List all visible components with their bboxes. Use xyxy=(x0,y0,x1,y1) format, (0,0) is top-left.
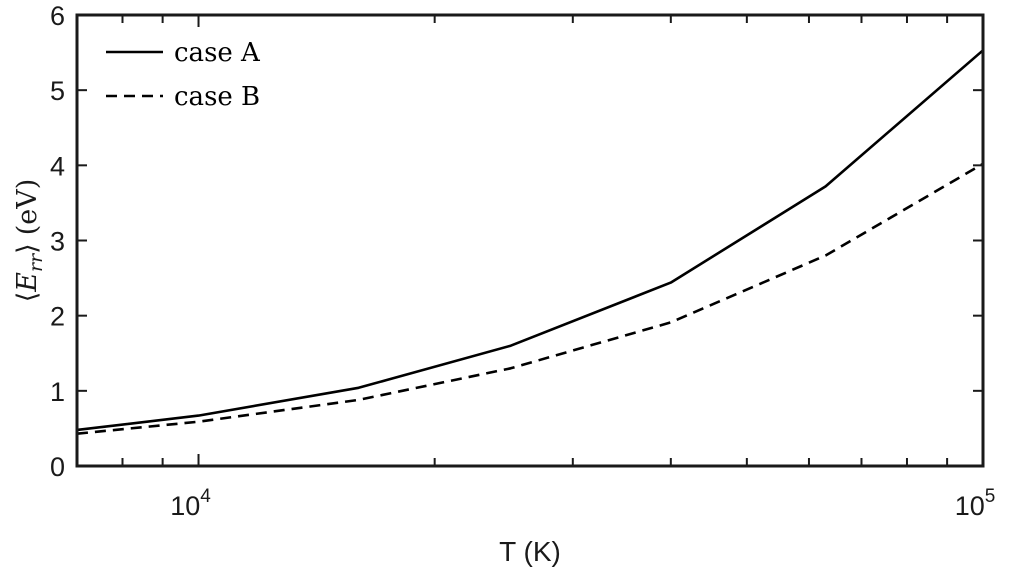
y-axis-label-unit: (eV) xyxy=(12,179,43,236)
y-axis-label: ⟨Err⟩ (eV) xyxy=(12,179,47,303)
x-tick-label-base: 10 xyxy=(955,491,985,521)
legend: case A case B xyxy=(106,38,261,112)
x-tick-label-exponent: 5 xyxy=(985,486,996,507)
y-axis-label-close: ⟩ xyxy=(12,243,43,254)
y-axis-label-subscript: rr xyxy=(25,252,47,272)
series-layer xyxy=(76,49,984,435)
axes-box xyxy=(75,13,985,468)
legend-label: case A xyxy=(174,38,261,68)
y-tick-label: 3 xyxy=(50,227,65,257)
y-tick-label: 2 xyxy=(50,302,65,332)
y-tick-label: 6 xyxy=(50,1,65,31)
legend-label: case B xyxy=(174,82,260,112)
y-axis-label-open: ⟨ xyxy=(12,292,43,303)
x-tick-label-exponent: 4 xyxy=(200,486,211,507)
series-line-case-b xyxy=(76,162,984,435)
x-axis-label: T (K) xyxy=(499,536,561,567)
y-tick-label: 5 xyxy=(50,76,65,106)
x-tick-label: 104 xyxy=(170,486,211,521)
x-tick-label: 105 xyxy=(955,486,996,521)
series-line-case-a xyxy=(76,49,984,432)
y-tick-label: 1 xyxy=(50,377,65,407)
y-tick-label: 4 xyxy=(50,151,65,181)
y-tick-label: 0 xyxy=(50,452,65,482)
x-tick-label-base: 10 xyxy=(170,491,200,521)
y-axis-label-symbol: E xyxy=(12,272,43,293)
